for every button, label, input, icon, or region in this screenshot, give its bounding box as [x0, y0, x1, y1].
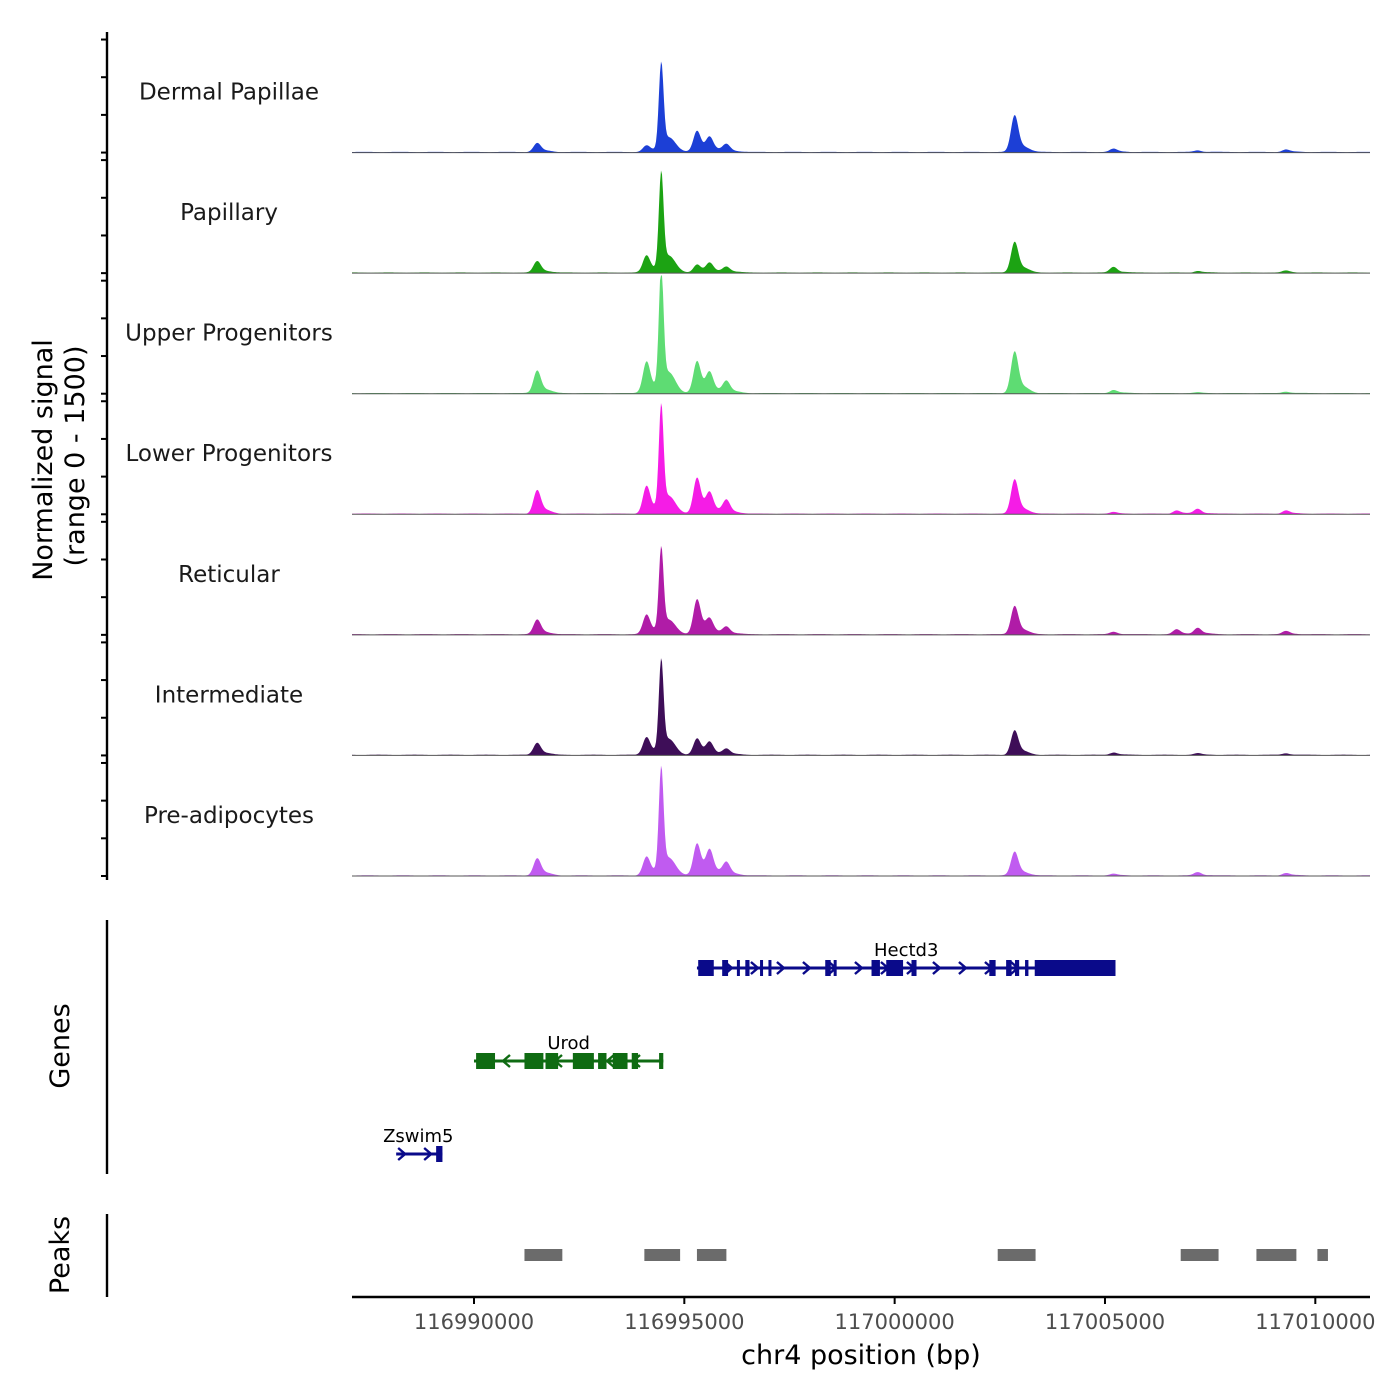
signal-area	[352, 658, 1370, 756]
y-axis-label-line1: Normalized signal	[28, 339, 59, 581]
signal-area	[352, 403, 1370, 515]
signal-area	[352, 170, 1370, 274]
strand-arrow	[776, 961, 786, 975]
exon	[911, 960, 917, 976]
gene-label: Hectd3	[874, 940, 938, 961]
x-tick-label: 116995000	[624, 1310, 744, 1334]
strand-arrow	[501, 1054, 511, 1068]
track-reticular: Reticular	[101, 520, 1370, 636]
x-tick-label: 117005000	[1045, 1310, 1165, 1334]
strand-arrow	[397, 1147, 408, 1161]
exon	[1006, 960, 1012, 976]
gene-zswim5: Zswim5	[383, 1126, 454, 1162]
peaks-panel-label: Peaks	[45, 1216, 76, 1294]
track-label: Intermediate	[155, 682, 303, 708]
track-upper-progenitors: Upper Progenitors	[101, 275, 1370, 395]
strand-arrow	[854, 961, 864, 975]
strand-arrow	[605, 1054, 615, 1068]
track-pre-adipocytes: Pre-adipocytes	[101, 761, 1370, 877]
strand-arrow	[750, 961, 760, 975]
track-intermediate: Intermediate	[101, 641, 1370, 757]
exon	[1034, 960, 1116, 976]
exon	[612, 1053, 628, 1069]
x-tick-label: 116990000	[414, 1310, 534, 1334]
exon	[989, 960, 996, 976]
signal-area	[352, 545, 1370, 635]
peak-region	[1180, 1249, 1219, 1261]
strand-arrow	[958, 961, 968, 975]
exon	[760, 960, 764, 976]
peak-region	[696, 1249, 727, 1261]
x-tick-label: 117000000	[835, 1310, 955, 1334]
exon	[833, 960, 837, 976]
peak-region	[524, 1249, 563, 1261]
track-label: Dermal Papillae	[139, 80, 319, 106]
exon	[659, 1053, 664, 1069]
gene-hectd3: Hectd3	[696, 940, 1116, 976]
gene-label: Zswim5	[383, 1126, 453, 1147]
exon	[745, 960, 750, 976]
track-label: Upper Progenitors	[125, 321, 333, 347]
x-axis: 116990000 116995000 117000000 117005000 1170…	[352, 1295, 1375, 1334]
exon	[598, 1053, 607, 1069]
x-tick-label: 117010000	[1255, 1310, 1375, 1334]
signal-area	[352, 765, 1370, 876]
exon	[722, 960, 729, 976]
genes-panel: Hectd3 Urod Zswim5	[105, 920, 1116, 1174]
exon	[1014, 960, 1020, 976]
gene-label: Urod	[547, 1033, 590, 1054]
peak-region	[1256, 1249, 1297, 1261]
track-label: Reticular	[178, 562, 280, 588]
coverage-panel: Dermal Papillae Papillary Upper Progenitor…	[101, 32, 1370, 880]
exon	[572, 1053, 594, 1069]
exon	[545, 1053, 559, 1069]
peaks-panel	[105, 1214, 1328, 1297]
signal-area	[352, 61, 1370, 153]
gene-urod: Urod	[473, 1033, 664, 1069]
exon	[825, 960, 831, 976]
y-axis-label-line2: (range 0 - 1500)	[60, 346, 91, 567]
strand-arrow	[932, 961, 942, 975]
strand-arrow	[802, 961, 812, 975]
peak-region	[1317, 1249, 1328, 1261]
peak-region	[997, 1249, 1036, 1261]
genes-panel-label: Genes	[45, 1003, 76, 1088]
track-label: Lower Progenitors	[126, 441, 333, 467]
x-axis-label: chr4 position (bp)	[741, 1340, 981, 1371]
exon	[436, 1146, 443, 1162]
exon	[768, 960, 772, 976]
track-label: Pre-adipocytes	[144, 803, 314, 829]
exon	[886, 960, 904, 976]
exon	[631, 1053, 639, 1069]
exon	[476, 1053, 496, 1069]
exon	[524, 1053, 544, 1069]
track-papillary: Papillary	[101, 159, 1370, 275]
peak-region	[644, 1249, 681, 1261]
exon	[736, 960, 740, 976]
track-label: Papillary	[180, 200, 278, 226]
strand-arrow	[423, 1147, 434, 1161]
exon	[698, 960, 714, 976]
exon	[1025, 960, 1029, 976]
track-dermal-papillae: Dermal Papillae	[101, 38, 1370, 154]
track-lower-progenitors: Lower Progenitors	[101, 400, 1370, 516]
signal-area	[352, 275, 1370, 394]
exon	[871, 960, 880, 976]
